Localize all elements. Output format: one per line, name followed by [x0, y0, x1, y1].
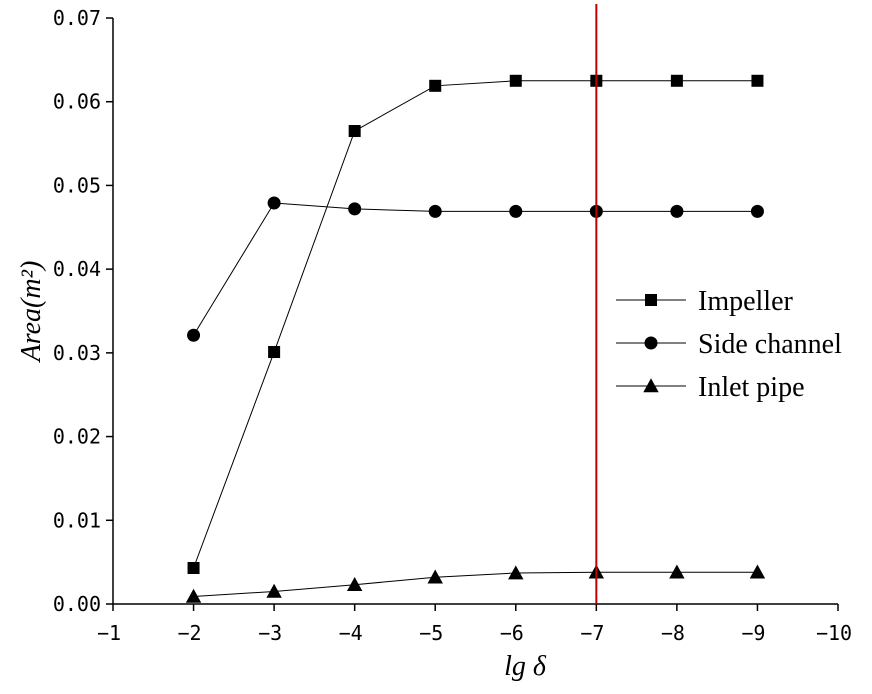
data-point-impeller [187, 562, 200, 575]
data-point-side-channel [428, 204, 442, 218]
x-tick-label: −5 [419, 621, 443, 645]
series-line-inlet-pipe [193, 571, 758, 597]
data-point-impeller [751, 74, 764, 87]
data-point-side-channel [187, 328, 201, 342]
data-point-inlet-pipe [427, 569, 443, 584]
x-tick-label: −1 [97, 621, 121, 645]
data-point-side-channel [670, 204, 684, 218]
data-point-side-channel [267, 196, 281, 210]
x-tick-label: −4 [339, 621, 363, 645]
x-tick-label: −7 [580, 621, 604, 645]
legend-item-impeller: Impeller [616, 286, 794, 317]
series-line-side-channel [193, 202, 758, 336]
data-point-impeller [509, 74, 522, 87]
series-impeller [187, 74, 764, 575]
x-axis-title: lg δ [504, 651, 547, 682]
y-tick-label: 0.03 [53, 341, 101, 365]
x-ticks: −1 −2 −3 −4 −5 −6 −7 −8 −9 −10 [97, 604, 852, 645]
y-ticks: 0.00 0.01 0.02 0.03 0.04 0.05 0.06 0.07 [53, 6, 113, 616]
y-tick-label: 0.07 [53, 6, 101, 30]
legend-marker [645, 294, 657, 306]
x-tick-label: −6 [500, 621, 524, 645]
x-tick-label: −2 [178, 621, 202, 645]
legend-label: Impeller [698, 286, 794, 317]
x-tick-label: −10 [816, 621, 852, 645]
data-point-impeller [429, 79, 442, 92]
y-tick-label: 0.05 [53, 173, 101, 197]
legend-marker [643, 378, 659, 393]
x-tick-label: −3 [258, 621, 282, 645]
data-point-side-channel [348, 202, 362, 216]
data-point-impeller [670, 74, 683, 87]
data-point-side-channel [509, 204, 523, 218]
x-tick-label: −9 [741, 621, 765, 645]
series-layer [185, 74, 766, 603]
y-tick-label: 0.04 [53, 257, 101, 281]
legend: Impeller Side channel Inlet pipe [616, 286, 842, 403]
y-tick-label: 0.02 [53, 425, 101, 449]
data-point-inlet-pipe [749, 564, 766, 579]
data-point-inlet-pipe [185, 588, 202, 603]
y-tick-label: 0.00 [53, 592, 101, 616]
x-tick-label: −8 [661, 621, 685, 645]
y-tick-label: 0.01 [53, 508, 101, 532]
legend-marker [644, 336, 658, 350]
series-inlet-pipe [185, 564, 766, 603]
data-point-side-channel [750, 204, 764, 218]
series-side-channel [187, 196, 764, 342]
y-tick-label: 0.06 [53, 90, 101, 114]
data-point-inlet-pipe [669, 564, 685, 579]
y-axis-title: Area(m²) [16, 261, 47, 364]
data-point-inlet-pipe [346, 577, 363, 592]
data-point-impeller [268, 346, 281, 359]
data-point-impeller [348, 125, 361, 138]
legend-item-inlet-pipe: Inlet pipe [616, 372, 805, 403]
data-point-inlet-pipe [266, 583, 282, 598]
legend-item-side-channel: Side channel [616, 329, 842, 360]
data-point-inlet-pipe [508, 565, 524, 580]
series-line-impeller [193, 80, 758, 569]
legend-label: Side channel [698, 329, 842, 360]
plot-frame [112, 18, 838, 605]
legend-label: Inlet pipe [698, 372, 805, 403]
